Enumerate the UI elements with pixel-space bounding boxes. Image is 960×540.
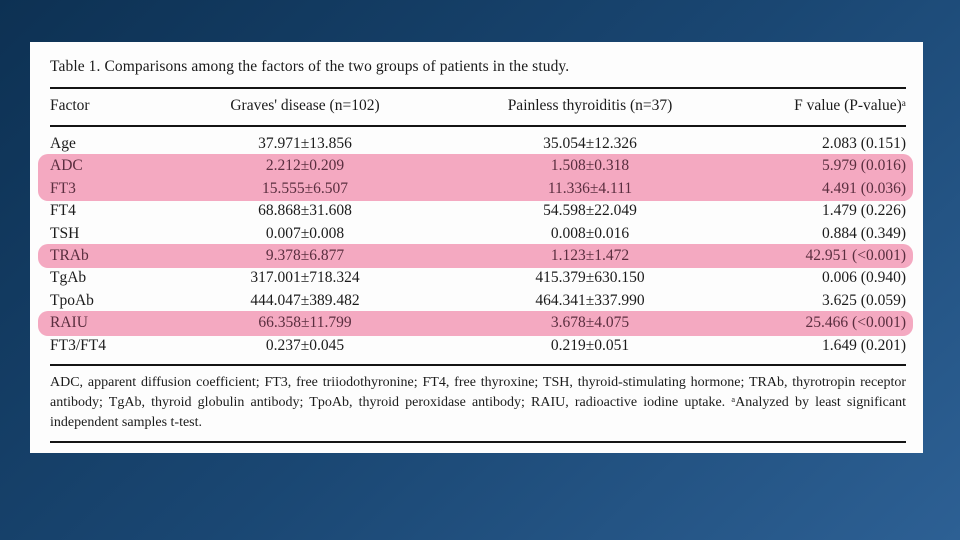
- table-figure-panel: Table 1. Comparisons among the factors o…: [30, 42, 923, 453]
- cell-f-value: 1.649 (0.201): [822, 336, 906, 354]
- divider-below-body: [50, 363, 906, 366]
- cell-f-value: 5.979 (0.016): [822, 157, 906, 175]
- cell-f-value: 4.491 (0.036): [822, 179, 906, 197]
- table-header-row: Factor Graves' disease (n=102) Painless …: [50, 89, 906, 125]
- cell-factor: TSH: [50, 224, 80, 242]
- cell-graves: 37.971±13.856: [258, 135, 352, 152]
- table-row-ft3-ft4-ratio: FT3/FT4 0.237±0.045 0.219±0.051 1.649 (0…: [50, 335, 906, 357]
- column-header-factor: Factor: [50, 97, 90, 114]
- cell-graves: 2.212±0.209: [265, 157, 345, 175]
- cell-painless: 3.678±4.075: [550, 314, 630, 332]
- table-row-ft4: FT4 68.868±31.608 54.598±22.049 1.479 (0…: [50, 200, 906, 222]
- table-row-trab-highlighted: TRAb 9.378±6.877 1.123±1.472 42.951 (<0.…: [38, 243, 913, 269]
- cell-painless: 464.341±337.990: [535, 291, 645, 309]
- cell-painless: 35.054±12.326: [543, 135, 637, 152]
- column-header-painless: Painless thyroiditis (n=37): [507, 97, 673, 114]
- cell-painless: 1.508±0.318: [550, 157, 630, 175]
- column-header-graves: Graves' disease (n=102): [230, 97, 380, 114]
- cell-f-value: 42.951 (<0.001): [805, 246, 906, 264]
- cell-factor: Age: [50, 135, 76, 152]
- cell-graves: 0.007±0.008: [265, 224, 345, 242]
- cell-factor: TpoAb: [50, 291, 94, 309]
- cell-painless: 0.219±0.051: [550, 336, 630, 354]
- cell-f-value: 0.006 (0.940): [822, 269, 906, 287]
- cell-painless: 11.336±4.111: [547, 179, 633, 197]
- cell-graves: 15.555±6.507: [261, 179, 348, 197]
- cell-graves: 68.868±31.608: [258, 202, 352, 220]
- cell-painless: 54.598±22.049: [543, 202, 637, 220]
- divider-below-title: [50, 87, 906, 89]
- column-header-f-value: F value (P-value)ᵃ: [794, 97, 906, 114]
- table-body: Age 37.971±13.856 35.054±12.326 2.083 (0…: [38, 133, 913, 357]
- cell-f-value: 3.625 (0.059): [822, 291, 906, 309]
- table-footnote: ADC, apparent diffusion coefficient; FT3…: [50, 374, 906, 430]
- cell-painless: 1.123±1.472: [550, 246, 630, 264]
- divider-bottom: [50, 440, 906, 443]
- cell-factor: FT3: [50, 179, 76, 197]
- table-row-age: Age 37.971±13.856 35.054±12.326 2.083 (0…: [50, 133, 906, 155]
- cell-f-value: 0.884 (0.349): [822, 224, 906, 242]
- cell-painless: 415.379±630.150: [535, 269, 645, 287]
- cell-f-value: 25.466 (<0.001): [805, 314, 906, 332]
- table-row-tsh: TSH 0.007±0.008 0.008±0.016 0.884 (0.349…: [50, 223, 906, 245]
- cell-f-value: 2.083 (0.151): [822, 135, 906, 152]
- cell-graves: 66.358±11.799: [258, 314, 352, 332]
- table-row-tgab: TgAb 317.001±718.324 415.379±630.150 0.0…: [50, 267, 906, 289]
- cell-factor: FT3/FT4: [50, 336, 106, 354]
- cell-factor: TRAb: [50, 246, 89, 264]
- table-row-tpoab: TpoAb 444.047±389.482 464.341±337.990 3.…: [50, 290, 906, 312]
- cell-graves: 9.378±6.877: [265, 246, 345, 264]
- cell-factor: RAIU: [50, 314, 88, 332]
- table-row-ft3-highlighted: FT3 15.555±6.507 11.336±4.111 4.491 (0.0…: [38, 177, 913, 202]
- cell-graves: 0.237±0.045: [265, 336, 345, 354]
- cell-factor: FT4: [50, 202, 76, 220]
- cell-factor: TgAb: [50, 269, 87, 287]
- cell-f-value: 1.479 (0.226): [822, 202, 906, 220]
- table-title: Table 1. Comparisons among the factors o…: [50, 58, 570, 75]
- table-content: Table 1. Comparisons among the factors o…: [38, 42, 913, 443]
- cell-factor: ADC: [50, 157, 83, 175]
- cell-graves: 317.001±718.324: [250, 269, 360, 287]
- divider-below-header: [50, 125, 906, 127]
- cell-graves: 444.047±389.482: [250, 291, 360, 309]
- table-row-raiu-highlighted: RAIU 66.358±11.799 3.678±4.075 25.466 (<…: [38, 311, 913, 336]
- table-row-adc-highlighted: ADC 2.212±0.209 1.508±0.318 5.979 (0.016…: [38, 154, 913, 179]
- cell-painless: 0.008±0.016: [550, 224, 630, 242]
